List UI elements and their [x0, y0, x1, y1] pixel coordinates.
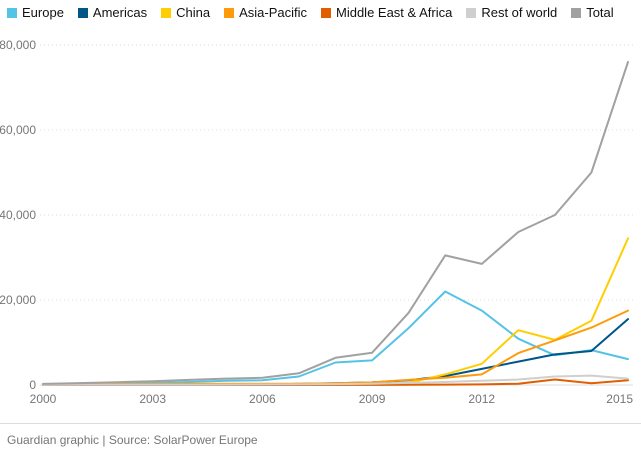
legend-swatch: [224, 8, 235, 18]
legend-label: Rest of world: [481, 5, 558, 20]
chart-legend: Europe Americas China Asia-Pacific Middle Ea…: [0, 0, 641, 23]
legend-swatch: [321, 8, 331, 18]
chart-container: Europe Americas China Asia-Pacific Middle Ea…: [0, 0, 641, 447]
x-tick-label: 2003: [139, 392, 166, 406]
legend-swatch: [77, 8, 88, 18]
legend-item-europe: Europe: [7, 6, 64, 20]
legend-item-middle-east-africa: Middle East & Africa: [321, 6, 452, 20]
legend-label: Americas: [92, 5, 148, 20]
legend-swatch: [7, 8, 17, 18]
series-line-americas: [42, 318, 629, 386]
gridlines: [40, 44, 633, 386]
x-tick-label: 2006: [249, 392, 276, 406]
series-line-europe: [42, 290, 629, 386]
y-axis-labels: 0 20,000 40,000 60,000 80,000: [0, 38, 36, 392]
legend-swatch: [571, 8, 582, 18]
legend-item-rest-of-world: Rest of world: [466, 6, 557, 20]
x-tick-label: 2012: [468, 392, 495, 406]
legend-label: Middle East & Africa: [336, 5, 453, 20]
y-tick-label: 0: [29, 378, 36, 392]
y-tick-label: 20,000: [0, 293, 36, 307]
x-tick-label: 2000: [30, 392, 57, 406]
x-tick-label: 2015: [606, 392, 633, 406]
legend-label: Total: [586, 5, 614, 20]
legend-item-china: China: [161, 6, 210, 20]
y-tick-label: 40,000: [0, 208, 36, 222]
series-line-total: [42, 61, 629, 385]
legend-label: China: [176, 5, 211, 20]
legend-item-total: Total: [571, 5, 614, 20]
source-caption: Guardian graphic | Source: SolarPower Eu…: [0, 423, 641, 447]
x-tick-label: 2009: [359, 392, 386, 406]
legend-label: Asia-Pacific: [239, 5, 307, 20]
legend-item-asia-pacific: Asia-Pacific: [224, 6, 307, 20]
x-axis-labels: 2000 2003 2006 2009 2012 2015: [30, 392, 634, 406]
y-tick-label: 60,000: [0, 123, 36, 137]
series-lines: [42, 61, 629, 386]
y-tick-label: 80,000: [0, 38, 36, 52]
legend-label: Europe: [22, 5, 64, 20]
series-line-rest-of-world: [42, 374, 629, 386]
legend-swatch: [466, 8, 477, 18]
legend-item-americas: Americas: [77, 5, 148, 20]
legend-swatch: [161, 8, 172, 18]
